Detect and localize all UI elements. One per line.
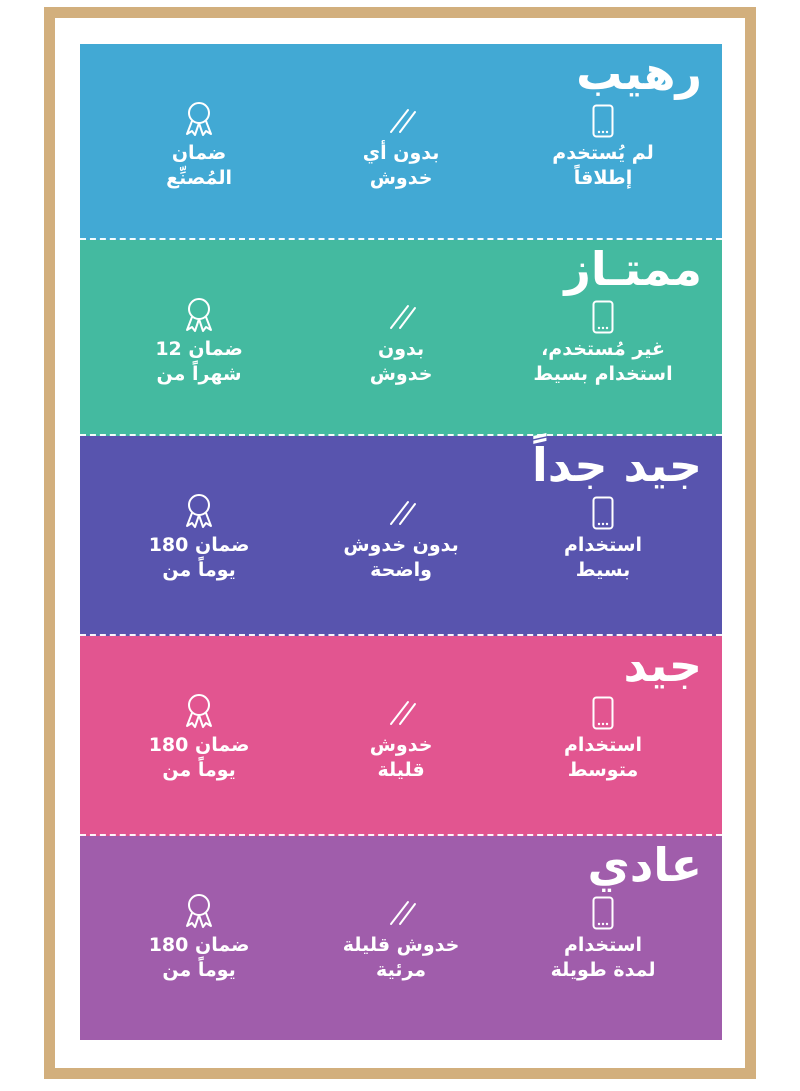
phone-icon [592, 890, 614, 930]
feature-text: ضمان 180 يوماً من [148, 734, 250, 782]
feature-row: لم يُستخدم إطلاقاً بدون أي خدوش ضمان الم… [98, 98, 704, 191]
feature-scratches: بدون أي خدوش [300, 98, 502, 191]
feature-text: لم يُستخدم إطلاقاً [552, 142, 654, 190]
scratch-icon [384, 490, 418, 530]
grade-section-jayyid: جيد استخدام متوسط خدوش قليلة [80, 636, 722, 836]
medal-icon [181, 294, 217, 334]
feature-warranty: ضمان 180 يوماً من [98, 490, 300, 583]
feature-usage: لم يُستخدم إطلاقاً [502, 98, 704, 191]
feature-text: خدوش قليلة [369, 734, 433, 782]
feature-usage: استخدام لمدة طويلة [502, 890, 704, 983]
feature-text: استخدام متوسط [563, 734, 643, 782]
feature-usage: استخدام متوسط [502, 690, 704, 783]
grade-section-aadi: عادي استخدام لمدة طويلة خدوش قليلة مرئية [80, 836, 722, 1040]
medal-icon [181, 98, 217, 138]
medal-icon [181, 690, 217, 730]
feature-row: استخدام بسيط بدون خدوش واضحة ضمان 180 يو… [98, 490, 704, 583]
feature-scratches: خدوش قليلة [300, 690, 502, 783]
feature-row: استخدام لمدة طويلة خدوش قليلة مرئية ضمان… [98, 890, 704, 983]
feature-scratches: بدون خدوش واضحة [300, 490, 502, 583]
feature-row: غير مُستخدم، استخدام بسيط بدون خدوش ضمان… [98, 294, 704, 387]
feature-text: غير مُستخدم، استخدام بسيط [533, 338, 673, 386]
feature-usage: غير مُستخدم، استخدام بسيط [502, 294, 704, 387]
feature-text: ضمان 12 شهراً من [155, 338, 243, 386]
feature-text: بدون أي خدوش [362, 142, 440, 190]
scratch-icon [384, 98, 418, 138]
feature-row: استخدام متوسط خدوش قليلة ضمان 180 يوماً … [98, 690, 704, 783]
feature-warranty: ضمان 180 يوماً من [98, 890, 300, 983]
grade-title: رهيب [576, 46, 703, 100]
scratch-icon [384, 890, 418, 930]
feature-warranty: ضمان المُصنِّع [98, 98, 300, 191]
phone-icon [592, 490, 614, 530]
feature-text: استخدام بسيط [563, 534, 643, 582]
medal-icon [181, 490, 217, 530]
feature-warranty: ضمان 180 يوماً من [98, 690, 300, 783]
feature-warranty: ضمان 12 شهراً من [98, 294, 300, 387]
feature-text: ضمان 180 يوماً من [148, 934, 250, 982]
grade-title: جيد [623, 638, 703, 692]
scratch-icon [384, 690, 418, 730]
feature-text: ضمان 180 يوماً من [148, 534, 250, 582]
grade-section-jayyid-jiddan: جيد جداً استخدام بسيط بدون خدوش واضحة [80, 436, 722, 636]
feature-text: بدون خدوش واضحة [343, 534, 459, 582]
feature-usage: استخدام بسيط [502, 490, 704, 583]
grade-title: جيد جداً [531, 438, 703, 492]
grade-title: ممتـاز [564, 242, 703, 296]
grade-section-rahib: رهيب لم يُستخدم إطلاقاً بدون أي خدوش [80, 44, 722, 240]
phone-icon [592, 98, 614, 138]
scratch-icon [384, 294, 418, 334]
grade-title: عادي [587, 838, 703, 892]
feature-text: بدون خدوش [369, 338, 433, 386]
phone-icon [592, 690, 614, 730]
feature-scratches: بدون خدوش [300, 294, 502, 387]
feature-text: ضمان المُصنِّع [166, 142, 232, 190]
medal-icon [181, 890, 217, 930]
feature-text: خدوش قليلة مرئية [342, 934, 460, 982]
feature-scratches: خدوش قليلة مرئية [300, 890, 502, 983]
phone-icon [592, 294, 614, 334]
grades-panel: رهيب لم يُستخدم إطلاقاً بدون أي خدوش [80, 44, 722, 1040]
feature-text: استخدام لمدة طويلة [550, 934, 656, 982]
grade-section-mumtaz: ممتـاز غير مُستخدم، استخدام بسيط بدون خد… [80, 240, 722, 436]
